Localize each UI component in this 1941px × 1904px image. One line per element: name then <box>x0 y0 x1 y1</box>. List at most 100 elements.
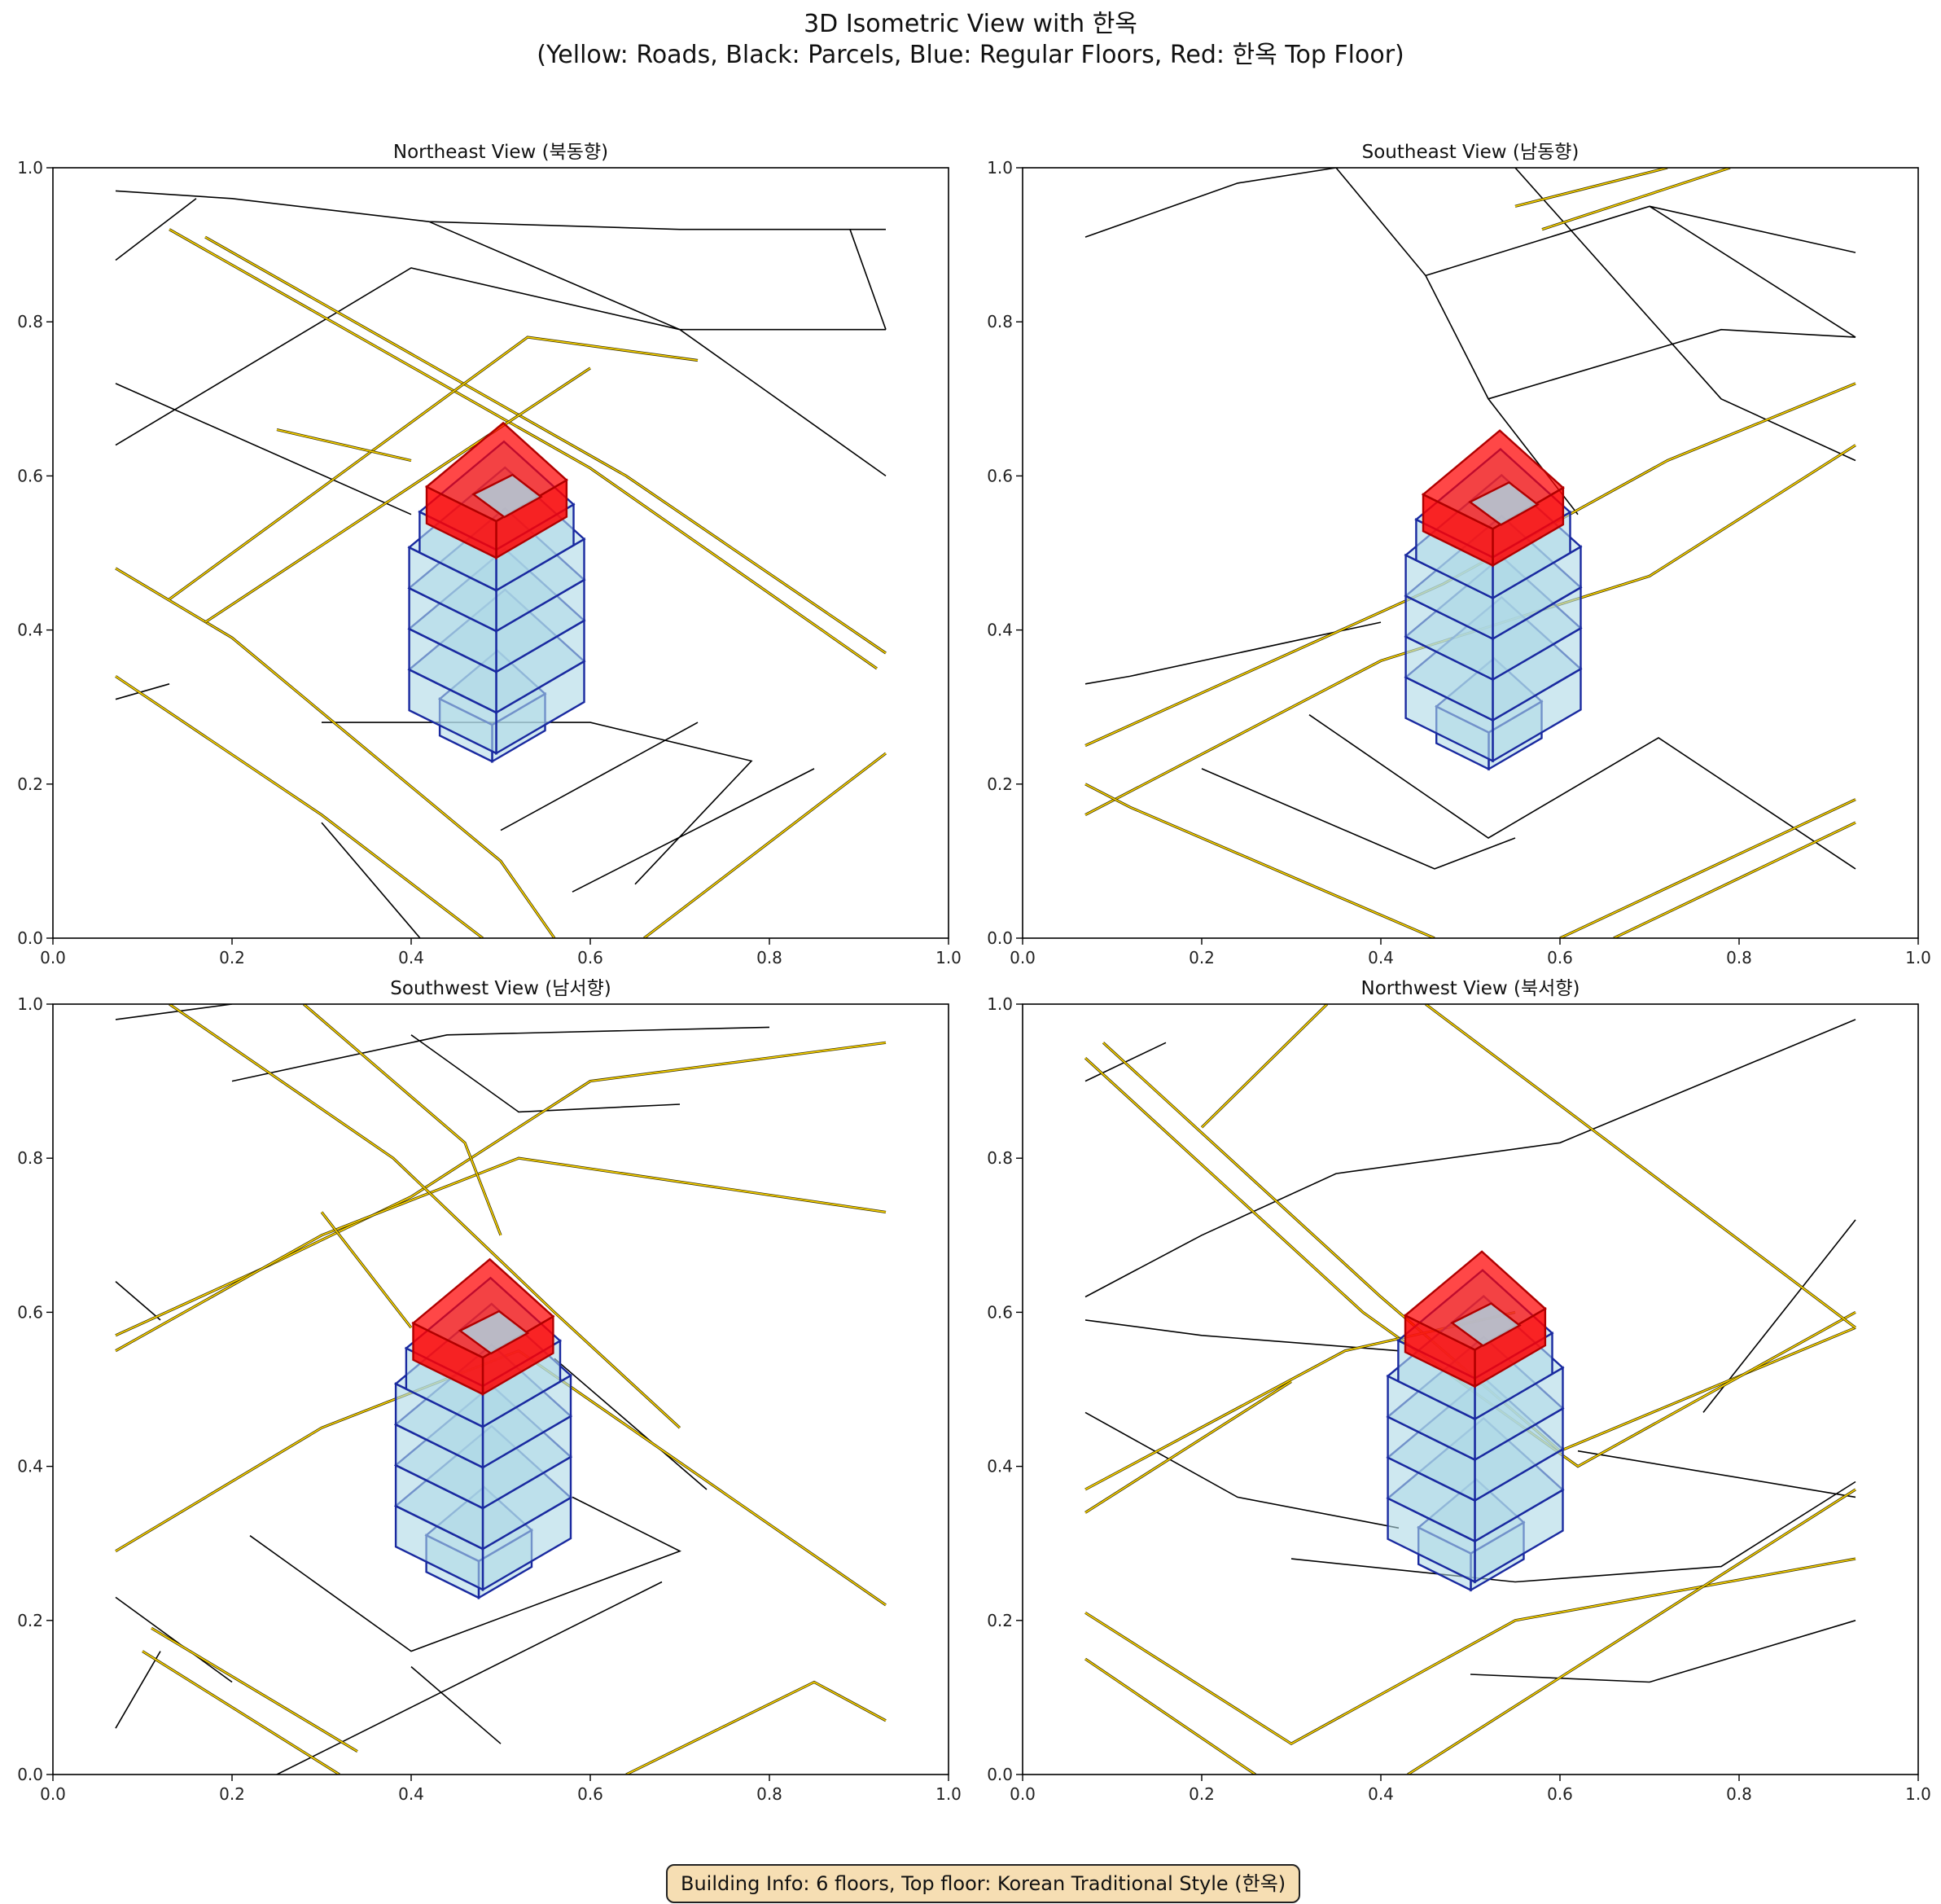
parcel-line <box>849 229 887 330</box>
parcel-line <box>115 267 886 446</box>
panel-title: Northeast View (북동향) <box>393 142 608 163</box>
road-line <box>169 1004 681 1428</box>
road-line <box>276 428 412 462</box>
axes-frame <box>1022 1003 1919 1775</box>
road-line <box>643 752 887 938</box>
y-tick-label: 0.4 <box>987 621 1013 640</box>
parcel-line <box>428 221 887 477</box>
hanok-courtyard <box>458 1310 530 1355</box>
x-tick-label: 0.8 <box>756 1784 782 1804</box>
figure-title: 3D Isometric View with 한옥 <box>804 10 1137 38</box>
y-tick-label: 0.4 <box>17 1457 43 1476</box>
hanok-courtyard <box>471 473 543 519</box>
parcel-line <box>1488 328 1856 400</box>
road-line <box>625 1681 887 1775</box>
parcel-line <box>115 198 197 261</box>
parcel-line <box>572 768 815 893</box>
parcel-line <box>1577 1450 1856 1498</box>
x-tick-label: 1.0 <box>1905 1784 1931 1804</box>
building-3 <box>393 1257 573 1600</box>
hanok-courtyard <box>1450 1302 1522 1347</box>
x-tick-label: 0.6 <box>577 948 603 967</box>
parcel-line <box>321 822 421 938</box>
y-tick-label: 0.2 <box>987 774 1013 794</box>
parcel-line <box>115 1004 233 1020</box>
y-tick-label: 0.6 <box>17 1302 43 1322</box>
panel-1-map <box>115 190 887 938</box>
y-tick-label: 0.6 <box>987 1302 1013 1322</box>
parcel-line <box>500 722 699 831</box>
x-tick-label: 0.0 <box>40 948 66 967</box>
panel-3-map <box>115 1004 887 1775</box>
axes-frame <box>52 167 949 939</box>
parcel-line <box>322 722 753 885</box>
building-info-box: Building Info: 6 floors, Top floor: Kore… <box>666 1864 1301 1903</box>
parcel-line <box>1084 1019 1856 1298</box>
parcel-line <box>115 1280 161 1321</box>
parcel-line <box>1514 168 1856 462</box>
x-tick-label: 0.6 <box>577 1784 603 1804</box>
y-tick-label: 1.0 <box>987 994 1013 1014</box>
y-tick-label: 1.0 <box>17 158 43 178</box>
parcel-line <box>1084 1411 1400 1529</box>
y-tick-label: 0.4 <box>987 1457 1013 1476</box>
axes-frame <box>1022 167 1919 939</box>
x-tick-label: 0.6 <box>1547 948 1573 967</box>
y-tick-label: 0.0 <box>987 1765 1013 1784</box>
y-tick-label: 0.8 <box>987 312 1013 331</box>
road-line <box>115 1157 887 1352</box>
road-line <box>169 336 699 600</box>
parcel-line <box>231 1026 770 1082</box>
road-line <box>1407 1489 1856 1775</box>
road-line <box>142 1650 340 1775</box>
parcel-line <box>1335 168 1579 515</box>
road-line-edge <box>625 1680 887 1775</box>
road-line <box>1084 1558 1856 1745</box>
x-tick-label: 0.0 <box>40 1784 66 1804</box>
y-tick-label: 1.0 <box>987 158 1013 178</box>
panel-3: Southwest View (남서향) 0.00.0 0.2 0.2 0.4 0.4 0.… <box>17 978 962 1804</box>
x-tick-label: 0.2 <box>219 948 245 967</box>
road-line <box>1514 168 1668 208</box>
y-tick-label: 0.0 <box>17 928 43 948</box>
parcel-line <box>410 1665 502 1744</box>
axes-frame <box>52 1003 949 1775</box>
panel-title: Southwest View (남서향) <box>390 978 611 999</box>
y-tick-label: 0.8 <box>17 312 43 331</box>
y-tick-label: 0.8 <box>987 1148 1013 1168</box>
y-tick-label: 0.6 <box>987 466 1013 485</box>
road-line <box>321 1211 412 1328</box>
x-tick-label: 0.8 <box>1726 948 1752 967</box>
panel-1: Northeast View (북동향) 0.00.0 0.2 0.2 0.4 0.4 0.… <box>17 142 962 967</box>
y-tick-label: 0.4 <box>17 621 43 640</box>
parcel-line <box>554 1358 708 1490</box>
panel-2-map <box>1084 168 1856 938</box>
y-tick-label: 0.2 <box>17 1611 43 1630</box>
x-tick-label: 0.2 <box>1189 948 1215 967</box>
road-line <box>115 1042 887 1336</box>
x-tick-label: 1.0 <box>1905 948 1931 967</box>
y-tick-label: 0.2 <box>17 774 43 794</box>
figure-subtitle: (Yellow: Roads, Black: Parcels, Blue: Re… <box>537 41 1404 69</box>
parcel-line <box>115 683 170 700</box>
x-tick-label: 0.6 <box>1547 1784 1573 1804</box>
x-tick-label: 0.4 <box>1368 1784 1394 1804</box>
road-line <box>151 1627 358 1753</box>
road-line <box>1559 798 1856 938</box>
y-tick-label: 0.2 <box>987 1611 1013 1630</box>
parcel-line <box>1084 168 1337 238</box>
road-line <box>1425 1004 1856 1328</box>
panel-4-map <box>1084 1004 1856 1775</box>
building-1 <box>407 421 586 764</box>
y-tick-label: 0.0 <box>987 928 1013 948</box>
road-line <box>169 229 878 669</box>
building-4 <box>1386 1250 1565 1592</box>
parcel-line <box>1649 205 1856 338</box>
parcel-line <box>1084 621 1382 685</box>
x-tick-label: 0.4 <box>1368 948 1394 967</box>
parcel-line <box>115 1596 233 1683</box>
x-tick-label: 0.2 <box>1189 1784 1215 1804</box>
hanok-courtyard <box>1468 480 1540 526</box>
road-line <box>1084 1380 1292 1514</box>
parcel-line <box>1425 205 1856 277</box>
